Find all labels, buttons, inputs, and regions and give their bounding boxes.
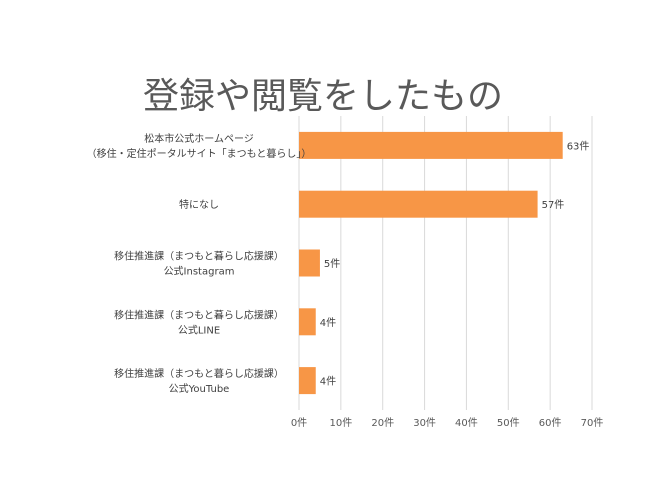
category-label: 公式LINE <box>178 323 220 336</box>
category-label: （移住・定住ポータルサイト「まつもと暮らし」） <box>87 147 312 160</box>
data-label: 57件 <box>542 199 565 211</box>
bar <box>299 190 538 218</box>
category-label: 公式YouTube <box>169 382 230 395</box>
x-tick-label: 20件 <box>371 417 394 429</box>
x-tick-label: 10件 <box>329 417 352 429</box>
bar <box>299 249 320 277</box>
category-label: 移住推進課（まつもと暮らし応援課） <box>114 250 284 263</box>
x-tick-label: 40件 <box>455 417 478 429</box>
x-tick-label: 50件 <box>497 417 520 429</box>
x-tick-label: 70件 <box>581 417 604 429</box>
x-tick-label: 30件 <box>413 417 436 429</box>
category-labels: 松本市公式ホームページ （移住・定住ポータルサイト「まつもと暮らし」） 特になし移住… <box>87 132 312 395</box>
bars: 63件 57件 5件 4件 4件 <box>299 131 590 395</box>
grid <box>298 116 593 410</box>
data-label: 5件 <box>324 258 340 270</box>
x-axis-ticks: 0件 10件 20件 30件 40件 50件 60件 70件 <box>291 417 604 429</box>
category-label: 移住推進課（まつもと暮らし応援課） <box>114 367 284 380</box>
category-label: 松本市公式ホームページ <box>144 132 254 145</box>
data-label: 63件 <box>567 140 590 152</box>
data-label: 4件 <box>320 376 336 388</box>
chart-title: 登録や閲覧をしたもの <box>143 76 503 117</box>
bar <box>299 131 563 159</box>
bar <box>299 367 316 395</box>
category-label: 移住推進課（まつもと暮らし応援課） <box>114 308 284 321</box>
category-label: 公式Instagram <box>164 265 235 278</box>
data-label: 4件 <box>320 317 336 329</box>
x-tick-label: 60件 <box>539 417 562 429</box>
category-label: 特になし <box>179 199 219 211</box>
bar <box>299 308 316 336</box>
x-tick-label: 0件 <box>291 417 307 429</box>
